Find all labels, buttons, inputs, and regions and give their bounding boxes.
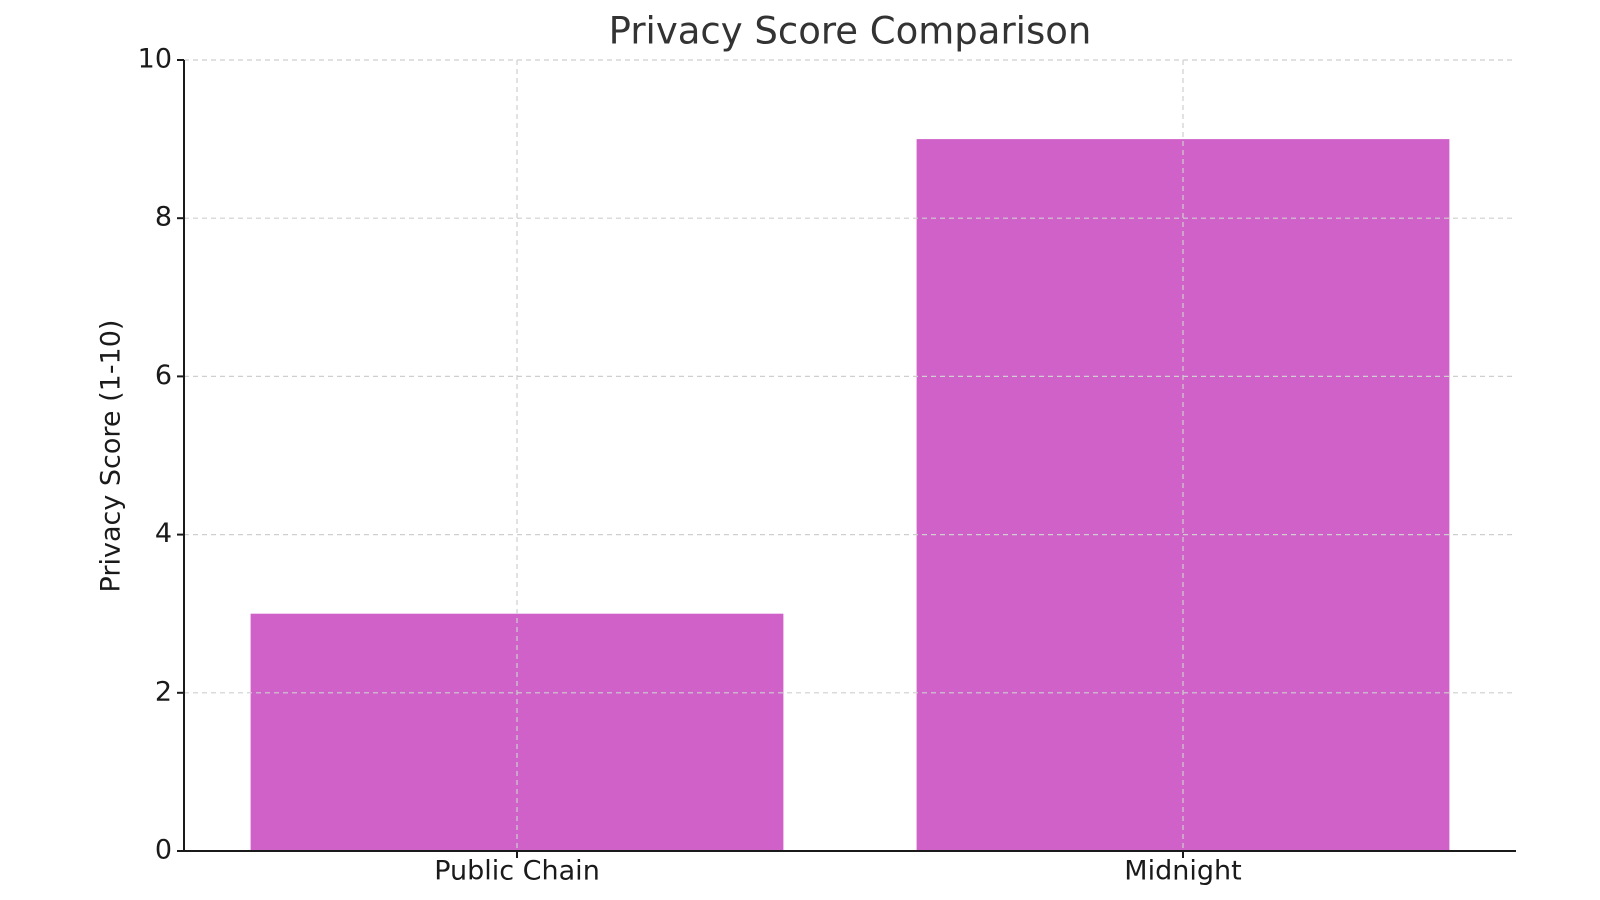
y-axis-label: Privacy Score (1-10): [96, 320, 127, 593]
chart-title: Privacy Score Comparison: [609, 10, 1092, 53]
y-tick-label: 0: [155, 835, 172, 866]
x-tick-label: Midnight: [1124, 856, 1241, 887]
x-tick-label: Public Chain: [434, 856, 600, 887]
y-tick-label: 4: [155, 518, 172, 549]
y-tick-label: 10: [138, 44, 172, 75]
y-tick-label: 2: [155, 676, 172, 707]
y-tick-label: 8: [155, 202, 172, 233]
y-tick-label: 6: [155, 360, 172, 391]
